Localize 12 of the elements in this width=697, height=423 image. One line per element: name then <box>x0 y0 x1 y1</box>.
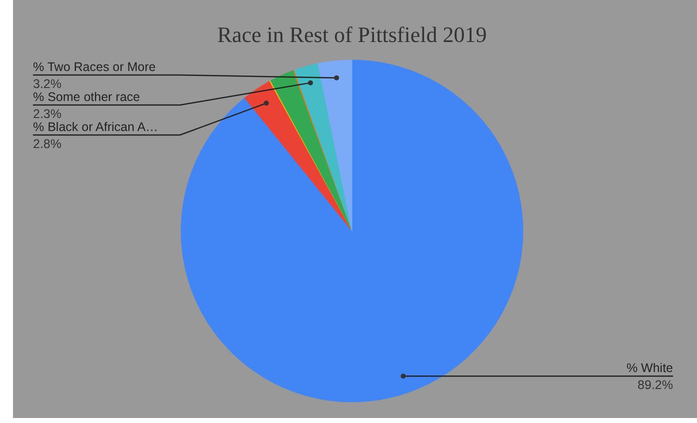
pie-slice <box>244 80 352 232</box>
data-label: 89.2% <box>638 378 673 392</box>
slice-label: % Two Races or More <box>33 60 156 74</box>
slice-label: % Black or African A… <box>33 120 158 134</box>
slice-label: % White <box>626 361 674 376</box>
chart-title: Race in Rest of Pittsfield 2019 <box>217 22 487 47</box>
data-label: 2.8% <box>33 137 62 151</box>
slice-label: % Some other race <box>33 90 140 104</box>
data-label: 2.3% <box>33 107 62 121</box>
pie-slice <box>180 60 524 402</box>
data-label: 3.2% <box>33 77 62 91</box>
pie-slice <box>318 60 352 232</box>
